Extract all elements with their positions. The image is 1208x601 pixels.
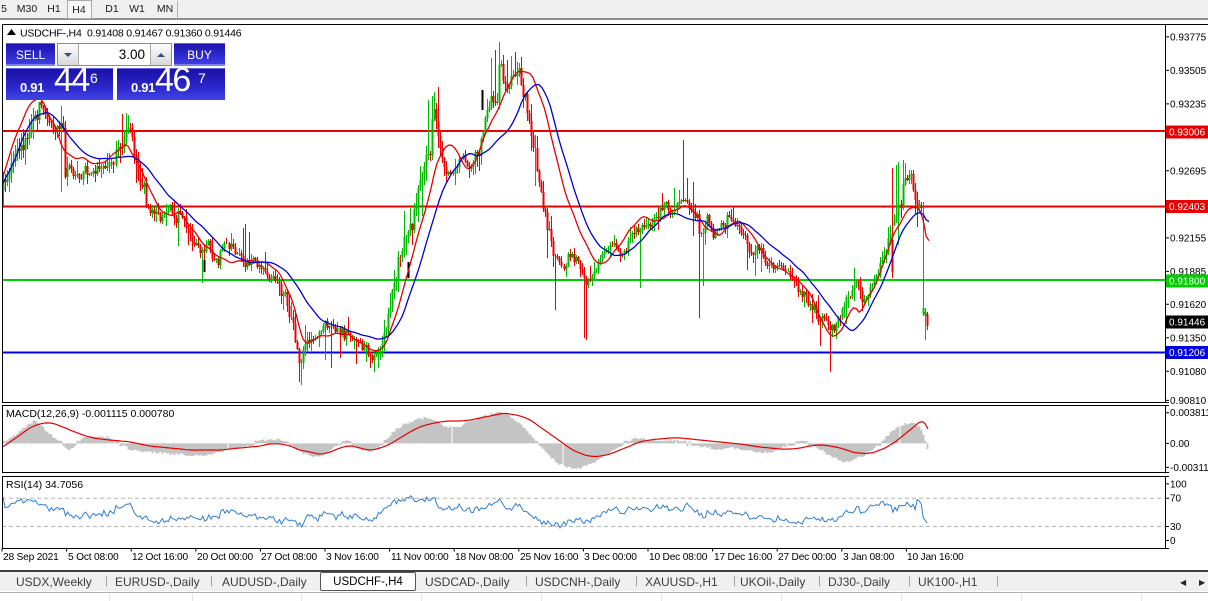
svg-text:MACD(12,26,9) -0.001115 0.0007: MACD(12,26,9) -0.001115 0.000780 (6, 408, 174, 420)
svg-text:0.93505: 0.93505 (1170, 66, 1207, 77)
svg-text:0.91350: 0.91350 (1170, 333, 1207, 344)
svg-text:25 Nov 16:00: 25 Nov 16:00 (520, 552, 579, 563)
svg-text:0.91446: 0.91446 (1169, 318, 1206, 329)
svg-text:3 Dec 00:00: 3 Dec 00:00 (584, 552, 637, 563)
svg-text:20 Oct 00:00: 20 Oct 00:00 (197, 552, 253, 563)
svg-text:0.91080: 0.91080 (1170, 367, 1207, 378)
svg-text:5 Oct 08:00: 5 Oct 08:00 (68, 552, 119, 563)
svg-text:0.92695: 0.92695 (1170, 166, 1207, 177)
svg-text:27 Oct 08:00: 27 Oct 08:00 (261, 552, 317, 563)
svg-text:27 Dec 00:00: 27 Dec 00:00 (778, 552, 837, 563)
svg-text:3 Jan 08:00: 3 Jan 08:00 (843, 552, 895, 563)
svg-text:17 Dec 16:00: 17 Dec 16:00 (714, 552, 773, 563)
svg-text:11 Nov 00:00: 11 Nov 00:00 (391, 552, 449, 563)
svg-text:28 Sep 2021: 28 Sep 2021 (3, 552, 59, 563)
svg-text:RSI(14) 34.7056: RSI(14) 34.7056 (6, 479, 83, 491)
svg-text:0.93775: 0.93775 (1170, 32, 1207, 43)
svg-text:10 Jan 16:00: 10 Jan 16:00 (907, 552, 964, 563)
svg-text:0: 0 (1170, 536, 1176, 547)
svg-text:0.92403: 0.92403 (1169, 202, 1206, 213)
svg-text:0.91206: 0.91206 (1169, 348, 1206, 359)
svg-text:100: 100 (1170, 479, 1187, 490)
svg-text:0.00: 0.00 (1170, 439, 1190, 450)
svg-text:18 Nov 08:00: 18 Nov 08:00 (455, 552, 514, 563)
svg-text:12 Oct 16:00: 12 Oct 16:00 (132, 552, 188, 563)
svg-text:0.91620: 0.91620 (1170, 300, 1207, 311)
svg-text:0.90810: 0.90810 (1170, 396, 1207, 407)
svg-text:0.91885: 0.91885 (1170, 267, 1207, 278)
svg-text:70: 70 (1170, 494, 1182, 505)
svg-text:0.003811: 0.003811 (1170, 408, 1208, 419)
svg-text:0.93235: 0.93235 (1170, 99, 1207, 110)
svg-text:30: 30 (1170, 522, 1182, 533)
svg-text:-0.003115: -0.003115 (1170, 463, 1208, 474)
svg-text:10 Dec 08:00: 10 Dec 08:00 (649, 552, 708, 563)
svg-text:0.91800: 0.91800 (1169, 277, 1206, 288)
svg-text:0.93006: 0.93006 (1169, 128, 1206, 139)
svg-text:USDCHF-,H4 0.91408 0.91467 0.: USDCHF-,H4 0.91408 0.91467 0.91360 0.914… (20, 28, 242, 40)
svg-text:0.92155: 0.92155 (1170, 233, 1207, 244)
svg-text:3 Nov 16:00: 3 Nov 16:00 (326, 552, 379, 563)
